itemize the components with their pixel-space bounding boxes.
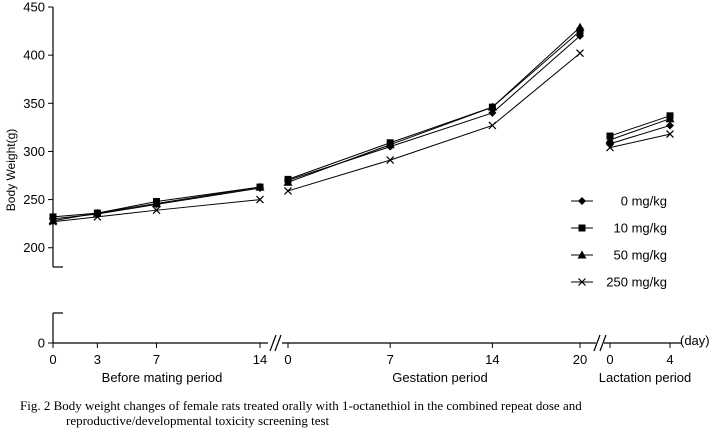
axis-break-mark (269, 334, 277, 352)
y-tick-label: 200 (23, 240, 45, 255)
axis-break-mark (593, 334, 601, 352)
y-tick-label: 250 (23, 192, 45, 207)
data-point (48, 216, 58, 225)
legend-marker (578, 197, 586, 205)
legend-label: 0 mg/kg (621, 194, 667, 209)
series-x (49, 49, 674, 226)
y-tick-label: 450 (23, 0, 45, 15)
x-tick-label: 20 (573, 352, 587, 367)
data-point (575, 22, 585, 31)
data-point (385, 140, 395, 149)
legend: 0 mg/kg 10 mg/kg 50 mg/kg 250 mg/kg (571, 194, 667, 290)
data-point (152, 206, 161, 215)
data-point (605, 135, 615, 144)
legend-marker (577, 250, 587, 259)
series-layer (48, 22, 675, 226)
series-line (287, 52, 581, 192)
data-point (49, 217, 57, 226)
figure-caption: Fig. 2 Body weight changes of female rat… (20, 398, 710, 428)
y-tick-label: 350 (23, 96, 45, 111)
data-point (576, 27, 584, 35)
x-tick-label: 3 (94, 352, 101, 367)
data-point (283, 177, 293, 186)
series-line (609, 124, 671, 145)
legend-marker (578, 224, 586, 232)
data-point (93, 213, 102, 221)
period-label: Lactation period (599, 370, 692, 385)
y-tick-label: 300 (23, 144, 45, 159)
caption-line-1: Fig. 2 Body weight changes of female rat… (20, 398, 582, 413)
data-point (666, 121, 674, 130)
data-point (487, 102, 497, 111)
x-tick-label: 0 (49, 352, 56, 367)
legend-entry: 10 mg/kg (571, 221, 667, 236)
series-line (52, 186, 261, 218)
legend-marker (578, 278, 586, 286)
legend-label: 50 mg/kg (614, 248, 667, 263)
data-point (576, 49, 584, 58)
series-line (287, 26, 581, 183)
series-line (287, 30, 581, 180)
x-tick-label: 4 (666, 352, 673, 367)
series-line (609, 133, 671, 149)
data-point (152, 198, 161, 207)
series-diamond (49, 31, 674, 223)
data-point (255, 182, 265, 191)
x-tick-label: 7 (387, 352, 394, 367)
x-tick-label: 0 (284, 352, 291, 367)
y-axis-label: Body Weight(g) (4, 129, 18, 211)
data-point (284, 187, 292, 195)
period-label: Gestation period (392, 370, 487, 385)
data-point (488, 121, 497, 130)
legend-label: 10 mg/kg (614, 221, 667, 236)
series-line (52, 186, 261, 222)
series-line (287, 35, 581, 181)
axis-break-mark (274, 334, 282, 352)
legend-label: 250 mg/kg (606, 275, 667, 290)
data-point (665, 114, 675, 123)
data-point (386, 156, 395, 165)
series-line (52, 199, 261, 223)
x-tick-label: 14 (485, 352, 499, 367)
series-triangle (48, 22, 675, 225)
series-line (609, 118, 671, 141)
x-axis-unit: (day) (680, 333, 710, 348)
caption-line-2: reproductive/developmental toxicity scre… (66, 413, 330, 428)
data-point (488, 108, 497, 117)
legend-entry: 250 mg/kg (571, 275, 667, 290)
data-point (606, 143, 614, 152)
x-tick-label: 14 (253, 352, 267, 367)
axis-break-mark (599, 334, 607, 352)
data-point (256, 195, 264, 204)
y-tick-label: 0 (38, 336, 45, 351)
legend-entry: 0 mg/kg (571, 194, 667, 209)
x-tick-label: 7 (153, 352, 160, 367)
legend-entry: 50 mg/kg (571, 248, 667, 263)
series-square (49, 27, 674, 221)
period-label: Before mating period (102, 370, 223, 385)
series-line (609, 115, 671, 137)
x-tick-label: 0 (606, 352, 613, 367)
data-point (666, 130, 674, 139)
y-tick-label: 400 (23, 48, 45, 63)
